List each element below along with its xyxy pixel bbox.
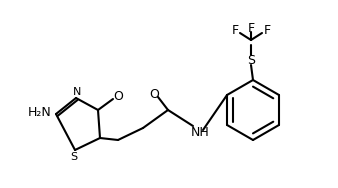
Text: S: S: [247, 54, 255, 67]
Text: N: N: [73, 87, 81, 97]
Text: F: F: [247, 21, 255, 35]
Text: O: O: [113, 89, 123, 102]
Text: S: S: [70, 152, 77, 162]
Text: H₂N: H₂N: [28, 105, 52, 118]
Text: F: F: [232, 24, 239, 36]
Text: O: O: [149, 87, 159, 101]
Text: F: F: [263, 24, 270, 36]
Text: NH: NH: [191, 127, 209, 139]
